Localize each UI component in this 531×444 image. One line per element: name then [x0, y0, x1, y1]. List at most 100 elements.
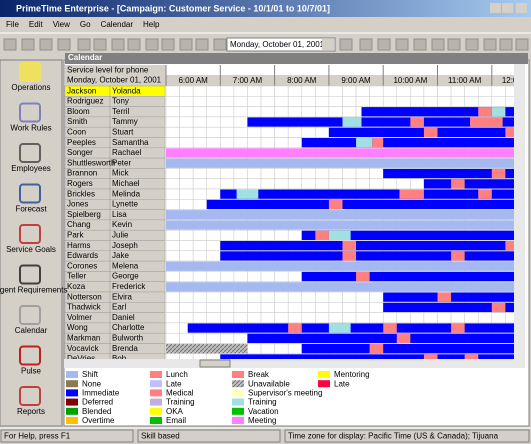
sidebar-icon[interactable] — [19, 224, 41, 244]
schedule-segment[interactable] — [451, 251, 465, 261]
schedule-segment[interactable] — [356, 271, 370, 282]
toolbar-button[interactable] — [93, 38, 107, 51]
menu-item[interactable]: Edit — [29, 20, 44, 29]
schedule-segment[interactable] — [451, 323, 465, 333]
toolbar-button[interactable] — [499, 38, 513, 51]
toolbar-button[interactable] — [515, 38, 529, 51]
toolbar-button[interactable] — [483, 38, 497, 51]
schedule-segment[interactable] — [220, 251, 531, 261]
sidebar-icon[interactable] — [19, 264, 41, 285]
schedule-segment[interactable] — [383, 323, 397, 333]
schedule-segment[interactable] — [247, 333, 531, 343]
schedule-segment[interactable] — [166, 261, 531, 271]
menu-item[interactable]: Calendar — [101, 20, 134, 29]
toolbar-button[interactable] — [3, 38, 17, 51]
schedule-segment[interactable] — [383, 168, 531, 179]
sidebar-label[interactable]: Forecast — [15, 205, 47, 214]
dropdown-button[interactable] — [322, 39, 334, 50]
sidebar-label[interactable]: Reports — [17, 407, 45, 416]
sidebar-icon[interactable] — [19, 386, 41, 406]
toolbar-button[interactable] — [447, 38, 461, 51]
schedule-segment[interactable] — [423, 354, 438, 363]
schedule-segment[interactable] — [491, 168, 506, 179]
schedule-segment[interactable] — [369, 344, 384, 354]
toolbar-button[interactable] — [179, 38, 193, 51]
schedule-segment[interactable] — [328, 199, 343, 210]
schedule-segment[interactable] — [478, 107, 492, 117]
schedule-segment[interactable] — [451, 179, 465, 189]
sidebar-label[interactable]: Pulse — [21, 367, 42, 376]
menu-item[interactable]: File — [6, 20, 19, 29]
schedule-segment[interactable] — [410, 117, 424, 127]
schedule-segment[interactable] — [423, 127, 438, 137]
schedule-segment[interactable] — [342, 117, 362, 127]
toolbar-button[interactable] — [213, 38, 227, 51]
schedule-segment[interactable] — [166, 344, 248, 354]
h-scrollbar[interactable] — [64, 359, 525, 368]
schedule-segment[interactable] — [236, 189, 259, 199]
schedule-segment[interactable] — [301, 344, 531, 354]
schedule-segment[interactable] — [437, 292, 452, 302]
sidebar-icon[interactable] — [19, 143, 41, 163]
sidebar-label[interactable]: Operations — [11, 83, 50, 92]
schedule-segment[interactable] — [491, 302, 506, 313]
schedule-segment[interactable] — [342, 241, 357, 251]
schedule-segment[interactable] — [399, 189, 424, 199]
toolbar-button[interactable] — [127, 38, 141, 51]
schedule-segment[interactable] — [328, 323, 351, 333]
toolbar-button[interactable] — [431, 38, 445, 51]
sidebar-icon[interactable] — [19, 345, 41, 366]
schedule-segment[interactable] — [464, 354, 479, 363]
toolbar-button[interactable] — [395, 38, 409, 51]
v-scrollbar[interactable] — [514, 64, 525, 359]
sidebar-icon[interactable] — [19, 183, 41, 204]
toolbar-button[interactable] — [145, 38, 159, 51]
schedule-segment[interactable] — [301, 271, 531, 282]
schedule-segment[interactable] — [361, 107, 531, 117]
schedule-segment[interactable] — [505, 127, 519, 137]
schedule-segment[interactable] — [396, 333, 411, 343]
sidebar-icon[interactable] — [19, 305, 41, 325]
schedule-segment[interactable] — [470, 117, 503, 127]
schedule-segment[interactable] — [187, 323, 531, 333]
schedule-segment[interactable] — [342, 251, 357, 261]
schedule-segment[interactable] — [166, 158, 531, 168]
schedule-segment[interactable] — [315, 230, 329, 240]
schedule-segment[interactable] — [505, 241, 519, 251]
sidebar-label[interactable]: Work Rules — [10, 124, 51, 133]
menu-item[interactable]: View — [53, 20, 70, 29]
schedule-segment[interactable] — [356, 138, 373, 148]
toolbar-button[interactable] — [377, 38, 391, 51]
schedule-segment[interactable] — [301, 230, 531, 240]
sidebar-icon[interactable] — [19, 62, 41, 82]
schedule-segment[interactable] — [328, 127, 531, 137]
schedule-segment[interactable] — [423, 179, 531, 189]
sidebar-label[interactable]: Agent Requirements — [0, 286, 67, 295]
schedule-segment[interactable] — [220, 241, 531, 251]
date-dropdown[interactable] — [226, 37, 336, 52]
toolbar-button[interactable] — [195, 38, 209, 51]
schedule-segment[interactable] — [220, 189, 531, 199]
schedule-segment[interactable] — [220, 354, 531, 363]
toolbar-button[interactable] — [161, 38, 175, 51]
schedule-segment[interactable] — [478, 189, 492, 199]
menu-item[interactable]: Go — [80, 20, 91, 29]
sidebar-label[interactable]: Employees — [11, 164, 51, 173]
toolbar-button[interactable] — [39, 38, 53, 51]
toolbar-button[interactable] — [21, 38, 35, 51]
sidebar-label[interactable]: Calendar — [15, 326, 48, 335]
schedule-segment[interactable] — [372, 138, 384, 148]
toolbar-button[interactable] — [111, 38, 125, 51]
toolbar-button[interactable] — [465, 38, 479, 51]
toolbar-button[interactable] — [57, 38, 71, 51]
schedule-segment[interactable] — [166, 220, 531, 230]
schedule-segment[interactable] — [383, 292, 531, 302]
toolbar-button[interactable] — [359, 38, 373, 51]
schedule-segment[interactable] — [247, 117, 531, 127]
schedule-segment[interactable] — [383, 302, 531, 313]
schedule-segment[interactable] — [288, 323, 302, 333]
scroll-thumb[interactable] — [199, 359, 231, 368]
menu-item[interactable]: Help — [143, 20, 160, 29]
toolbar-button[interactable] — [413, 38, 427, 51]
schedule-segment[interactable] — [301, 138, 531, 148]
